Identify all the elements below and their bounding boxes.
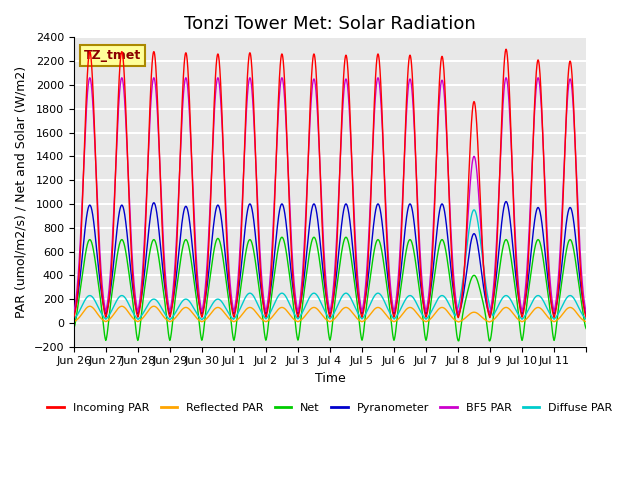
Text: TZ_tmet: TZ_tmet (84, 49, 141, 62)
Legend: Incoming PAR, Reflected PAR, Net, Pyranometer, BF5 PAR, Diffuse PAR: Incoming PAR, Reflected PAR, Net, Pyrano… (43, 399, 617, 418)
Y-axis label: PAR (umol/m2/s) / Net and Solar (W/m2): PAR (umol/m2/s) / Net and Solar (W/m2) (15, 66, 28, 318)
Title: Tonzi Tower Met: Solar Radiation: Tonzi Tower Met: Solar Radiation (184, 15, 476, 33)
X-axis label: Time: Time (315, 372, 346, 385)
